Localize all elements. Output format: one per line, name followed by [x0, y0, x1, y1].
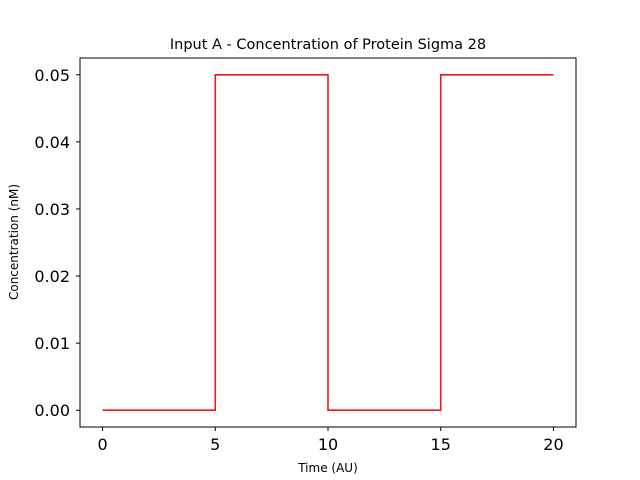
- x-axis-ticks: 0 5 10 15 20: [97, 427, 564, 454]
- y-tick-label: 0.05: [34, 66, 70, 85]
- x-tick-label: 5: [210, 435, 220, 454]
- series-line: [102, 73, 554, 412]
- plot-frame: [79, 57, 577, 428]
- y-tick-label: 0.01: [34, 334, 70, 353]
- chart-title: Input A - Concentration of Protein Sigma…: [170, 37, 486, 53]
- x-tick-label: 20: [543, 435, 563, 454]
- x-axis-label: Time (AU): [297, 461, 358, 475]
- y-axis-ticks: 0.00 0.01 0.02 0.03 0.04 0.05: [34, 66, 80, 420]
- series-layer: [102, 73, 554, 412]
- y-tick-label: 0.02: [34, 267, 70, 286]
- y-axis-label: Concentration (nM): [7, 184, 21, 300]
- y-tick-label: 0.03: [34, 200, 70, 219]
- x-tick-label: 10: [318, 435, 338, 454]
- x-tick-label: 0: [97, 435, 107, 454]
- x-tick-label: 15: [431, 435, 451, 454]
- y-tick-label: 0.00: [34, 401, 70, 420]
- y-tick-label: 0.04: [34, 133, 70, 152]
